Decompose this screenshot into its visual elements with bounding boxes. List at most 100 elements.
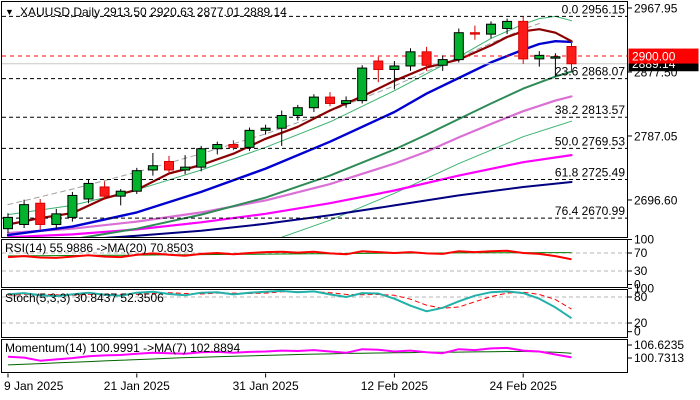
rsi-panel[interactable]	[1, 239, 628, 288]
overlay-ma-violet	[6, 95, 573, 235]
candle-up	[486, 21, 496, 39]
mom-axis-label: 106.6235	[634, 338, 684, 352]
candle-body	[212, 144, 223, 150]
candle-body	[83, 182, 94, 200]
candle-up	[196, 145, 207, 172]
candle-body	[276, 114, 287, 129]
alert-price-badge-bg	[628, 48, 699, 64]
overlay-ma-navy	[103, 181, 573, 237]
fib-label-0: 0.0 2956.15	[562, 2, 626, 16]
candle-body	[244, 129, 255, 148]
price-axis: 2967.952877.502787.052696.602889.142900.…	[628, 1, 699, 207]
time-tick-label: 31 Jan 2025	[233, 379, 299, 393]
candle-down	[518, 16, 529, 64]
mom-axis-label: 100.7313	[634, 351, 684, 365]
candle-up	[405, 48, 416, 71]
candle-down	[566, 41, 577, 73]
candle-body	[260, 127, 271, 131]
candle-body	[51, 213, 62, 225]
fib-label-76.4: 76.4 2670.99	[555, 204, 625, 218]
rsi-plot	[2, 249, 627, 272]
candle-down	[421, 46, 432, 71]
candle-up	[453, 28, 464, 63]
candle-up	[341, 96, 352, 108]
candle-body	[308, 96, 319, 109]
stoch-plot	[2, 290, 627, 324]
candle-body	[502, 20, 513, 29]
stoch-axis-label: 80	[634, 290, 648, 304]
alert-price-badge-label: 2900.00	[632, 50, 676, 64]
candle-up	[357, 65, 368, 104]
candle-body	[99, 186, 110, 197]
candle-up	[212, 141, 223, 155]
candle-body	[550, 56, 561, 59]
chart-title: XAUUSD,Daily 2913.50 2920.63 2877.01 288…	[20, 5, 287, 19]
candle-body	[325, 96, 335, 104]
candle-body	[196, 148, 207, 168]
candle-body	[228, 144, 239, 148]
candle-down	[373, 56, 384, 83]
candle-body	[180, 166, 191, 171]
stoch-label: Stoch(5,3,3) 30.8437 52.3506	[5, 291, 164, 305]
candle-body	[115, 190, 126, 197]
candle-body	[566, 46, 577, 65]
candle-body	[19, 204, 30, 225]
candle-body	[453, 32, 464, 61]
candle-up	[131, 167, 142, 195]
candle-up	[502, 18, 513, 35]
candle-body	[292, 107, 303, 116]
candle-up	[437, 55, 448, 71]
time-tick-label: 12 Feb 2025	[361, 379, 429, 393]
time-scale-area[interactable]	[0, 374, 628, 400]
time-tick-label: 24 Feb 2025	[490, 379, 558, 393]
candle-body	[341, 100, 352, 104]
candle-up	[260, 124, 271, 135]
candle-up	[67, 191, 78, 222]
candle-body	[421, 51, 432, 66]
candle-body	[164, 160, 174, 171]
candle-body	[389, 65, 400, 71]
stoch-axis-label: 100	[634, 281, 654, 295]
candle-up	[276, 110, 287, 146]
stoch-axis-label: 0	[634, 325, 641, 339]
rsi-label: RSI(14) 55.9886 ->MA(20) 70.8503	[5, 241, 194, 255]
main-plot-area[interactable]	[2, 15, 627, 275]
candle-body	[469, 32, 480, 35]
price-tick-label: 2696.60	[634, 193, 678, 207]
candle-down	[164, 155, 174, 173]
momentum-label: Momentum(14) 100.9991 ->MA(7) 102.8894	[5, 341, 240, 355]
mom-plot	[7, 346, 572, 366]
candle-up	[244, 127, 255, 151]
stoch-axis-label: 20	[634, 316, 648, 330]
candle-body	[373, 60, 384, 71]
overlay-ma-mid-blue	[6, 40, 573, 237]
rsi-axis-label: 70	[634, 246, 648, 260]
candle-body	[486, 23, 496, 35]
candle-body	[405, 51, 416, 67]
stoch-series-stoch-main	[7, 290, 573, 320]
candle-down	[35, 198, 46, 230]
fib-label-50: 50.0 2769.53	[555, 134, 625, 148]
candle-up	[147, 152, 158, 176]
candle-up	[389, 61, 400, 90]
candle-body	[131, 170, 142, 192]
price-tick-label: 2787.05	[634, 129, 678, 143]
overlay-envelope-lower	[280, 120, 572, 237]
candle-down	[228, 140, 239, 151]
fib-label-23.6: 23.6 2868.07	[555, 65, 625, 79]
mom-series-mom-main	[7, 346, 572, 362]
candle-up	[3, 213, 13, 233]
fib-labels: 0.0 2956.15 23.6 2868.07 38.2 2813.57 50.0 …	[555, 2, 625, 218]
time-tick-label: 9 Jan 2025	[4, 379, 64, 393]
rsi-series-rsi-main	[7, 249, 572, 261]
candle-up	[51, 208, 62, 229]
candle-body	[3, 216, 13, 230]
candle-body	[437, 59, 448, 66]
candle-up	[115, 189, 126, 206]
candle-up	[292, 104, 303, 121]
symbol-dropdown-icon[interactable]: ▼	[5, 7, 14, 17]
candle-up	[83, 179, 94, 204]
